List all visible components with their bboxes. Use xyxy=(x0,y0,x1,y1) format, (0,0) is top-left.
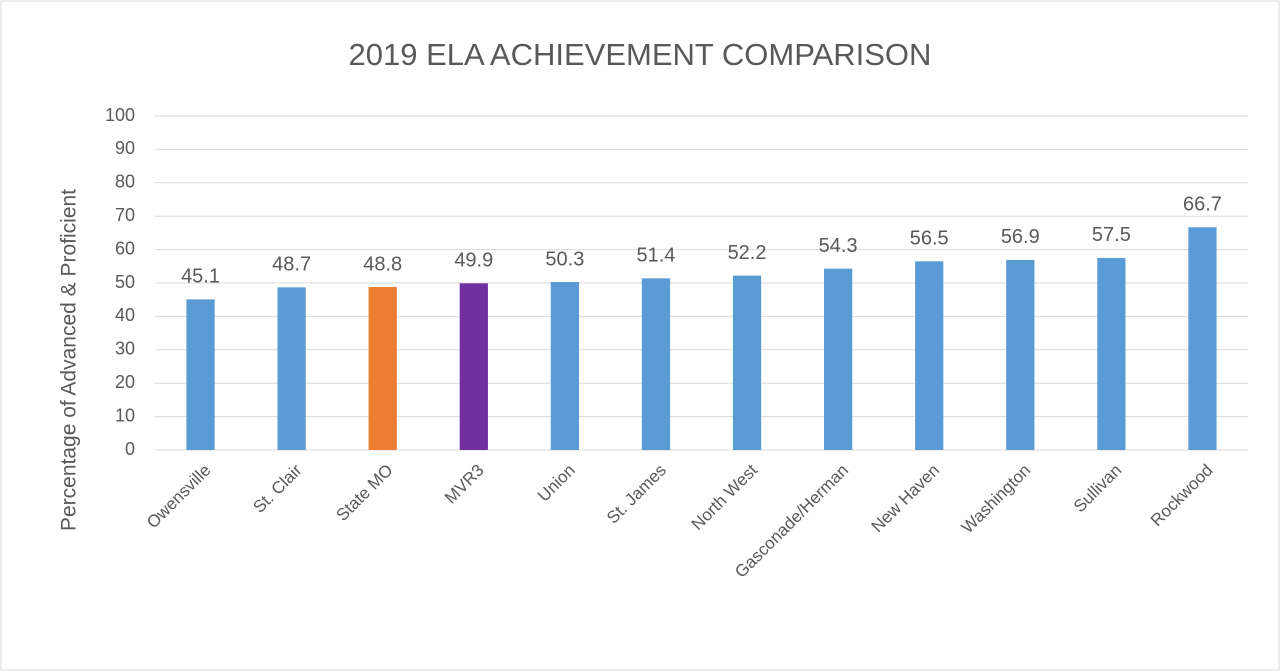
y-tick-label: 90 xyxy=(115,138,135,158)
bar xyxy=(277,287,306,450)
data-label: 56.5 xyxy=(910,228,949,250)
y-tick-label: 80 xyxy=(115,172,135,192)
y-tick-label: 60 xyxy=(115,238,135,258)
data-label: 66.7 xyxy=(1183,194,1222,216)
data-label: 48.7 xyxy=(272,254,311,276)
bar xyxy=(732,275,762,450)
bar xyxy=(368,287,397,450)
data-label: 50.3 xyxy=(545,248,584,270)
y-tick-label: 0 xyxy=(125,439,135,459)
y-tick-label: 40 xyxy=(115,305,135,325)
y-tick-label: 50 xyxy=(115,272,135,292)
data-label: 57.5 xyxy=(1092,224,1131,246)
data-label: 48.8 xyxy=(363,253,402,275)
bar xyxy=(641,278,671,450)
bar xyxy=(459,283,488,450)
bar xyxy=(1188,227,1217,450)
y-tick-label: 20 xyxy=(115,372,135,392)
bar xyxy=(186,299,215,450)
data-label: 52.2 xyxy=(728,242,767,264)
data-label: 54.3 xyxy=(819,235,858,257)
bar xyxy=(550,281,579,450)
bar xyxy=(915,261,944,450)
bar xyxy=(1006,259,1035,450)
data-label: 45.1 xyxy=(181,266,220,288)
y-tick-label: 30 xyxy=(115,339,135,359)
y-tick-label: 70 xyxy=(115,205,135,225)
data-label: 56.9 xyxy=(1001,226,1040,248)
data-label: 49.9 xyxy=(454,250,493,272)
y-axis-label: Percentage of Advanced & Proficient xyxy=(58,189,81,531)
bar xyxy=(1097,257,1126,450)
bar xyxy=(824,268,853,450)
y-tick-label: 10 xyxy=(115,405,135,425)
y-tick-label: 100 xyxy=(105,105,135,125)
chart-title: 2019 ELA ACHIEVEMENT COMPARISON xyxy=(349,37,932,72)
data-label: 51.4 xyxy=(636,245,675,267)
